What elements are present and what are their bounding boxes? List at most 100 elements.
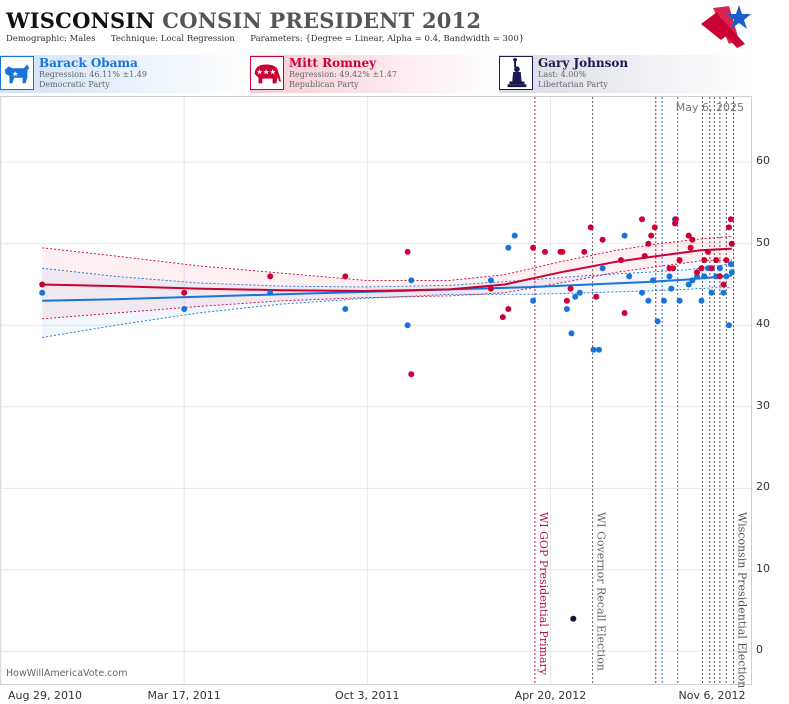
data-point xyxy=(511,232,518,239)
date-stamp: May 6, 2025 xyxy=(675,101,744,114)
data-point xyxy=(685,281,692,288)
parameters-value[interactable]: {Degree = Linear, Alpha = 0.4, Bandwidth… xyxy=(305,34,525,44)
candidate-stat: Last: 4.00% xyxy=(538,70,587,79)
technique-value[interactable]: Local Regression xyxy=(160,34,235,44)
data-point xyxy=(599,265,606,272)
data-point xyxy=(590,346,597,353)
data-point xyxy=(698,297,705,304)
data-point xyxy=(593,293,600,300)
data-point xyxy=(694,273,700,280)
data-point xyxy=(723,257,730,264)
data-point xyxy=(676,257,683,264)
data-point xyxy=(599,236,606,243)
data-point xyxy=(596,346,602,353)
data-point xyxy=(648,232,655,239)
candidate-stat: Regression: 46.11% ±1.49 xyxy=(39,70,147,79)
data-point xyxy=(568,330,575,337)
data-point xyxy=(487,285,494,292)
y-tick-label: 20 xyxy=(756,480,770,494)
confidence-band xyxy=(42,263,732,338)
data-point xyxy=(181,289,188,296)
event-label: WI Governor Recall Election xyxy=(595,512,608,671)
event-label: Wisconsin Presidential Election xyxy=(736,512,749,688)
band-upper-line xyxy=(42,235,732,281)
trend-line xyxy=(42,247,732,293)
data-point xyxy=(705,248,711,255)
x-tick-label: Aug 29, 2010 xyxy=(8,689,82,702)
demographic-label: Demographic: xyxy=(6,34,67,44)
data-point xyxy=(713,257,720,264)
y-tick-label: 0 xyxy=(756,643,763,657)
data-point xyxy=(720,281,727,288)
data-point xyxy=(701,257,708,264)
data-point xyxy=(505,244,512,251)
header: WISCONSIN CONSIN PRESIDENT 2012 Demograp… xyxy=(0,0,789,54)
data-point xyxy=(567,285,574,292)
event-label: WI GOP Presidential Primary xyxy=(537,512,550,676)
data-point xyxy=(563,306,570,312)
y-tick-label: 50 xyxy=(756,235,770,249)
data-point xyxy=(342,306,349,312)
data-point xyxy=(701,273,708,280)
data-point xyxy=(728,240,735,247)
data-point xyxy=(689,236,696,243)
statue-of-liberty-icon xyxy=(499,56,533,90)
data-point xyxy=(559,248,566,255)
data-point xyxy=(587,224,594,231)
title-state: WISCONSIN xyxy=(6,8,155,33)
data-point xyxy=(499,314,506,321)
data-point xyxy=(728,269,735,276)
site-credit[interactable]: HowWillAmericaVote.com xyxy=(6,668,128,679)
data-point xyxy=(687,244,694,251)
data-point xyxy=(661,297,667,304)
band-lower-line xyxy=(42,259,732,320)
data-point xyxy=(570,615,577,622)
data-point xyxy=(581,248,588,255)
confidence-band xyxy=(42,236,732,319)
data-point xyxy=(672,216,679,223)
parameters-label: Parameters: xyxy=(250,34,303,44)
data-point xyxy=(267,273,274,280)
candidate-party: Libertarian Party xyxy=(538,80,608,89)
parameters-line: Demographic: Males Technique: Local Regr… xyxy=(6,34,524,44)
data-point xyxy=(530,297,537,304)
data-point xyxy=(618,257,624,264)
data-point xyxy=(727,261,734,268)
x-tick-label: Apr 20, 2012 xyxy=(514,689,587,702)
data-point xyxy=(181,306,188,312)
elephant-icon xyxy=(250,56,284,90)
data-point xyxy=(487,277,494,284)
demographic-value[interactable]: Males xyxy=(69,34,96,44)
data-point xyxy=(530,244,537,251)
donkey-icon xyxy=(0,56,34,90)
candidate-name: Mitt Romney xyxy=(289,56,377,70)
data-point xyxy=(404,248,411,255)
data-point xyxy=(576,289,583,296)
y-tick-label: 10 xyxy=(756,561,770,575)
data-point xyxy=(626,273,633,280)
data-point xyxy=(505,306,512,312)
data-point xyxy=(698,265,705,272)
x-tick-label: Mar 17, 2011 xyxy=(147,689,221,702)
data-point xyxy=(726,322,732,329)
data-point xyxy=(666,273,673,280)
data-point xyxy=(676,297,683,304)
data-point xyxy=(39,289,46,296)
data-point xyxy=(726,224,732,231)
data-point xyxy=(685,232,692,239)
data-point xyxy=(694,269,700,276)
candidate-johnson[interactable]: Gary Johnson Last: 4.00% Libertarian Par… xyxy=(499,55,749,93)
data-point xyxy=(542,248,548,255)
candidate-name: Gary Johnson xyxy=(538,56,629,70)
candidate-romney[interactable]: Mitt Romney Regression: 49.42% ±1.47 Rep… xyxy=(250,55,495,93)
data-point xyxy=(621,310,628,316)
data-point xyxy=(727,216,734,223)
title-race: CONSIN PRESIDENT 2012 xyxy=(162,8,482,33)
data-point xyxy=(654,318,661,325)
data-point xyxy=(39,281,46,288)
star-logo-icon[interactable] xyxy=(699,4,751,50)
candidate-obama[interactable]: Barack Obama Regression: 46.11% ±1.49 De… xyxy=(0,55,245,93)
y-tick-label: 30 xyxy=(756,398,770,412)
band-upper-line xyxy=(42,262,732,288)
